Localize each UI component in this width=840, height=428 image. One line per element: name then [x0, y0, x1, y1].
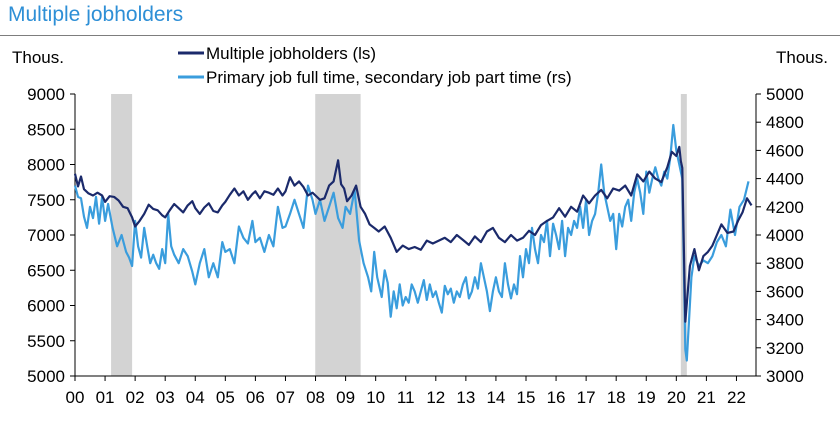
- x-tick-label: 02: [126, 388, 145, 407]
- series-group: [73, 123, 753, 362]
- x-tick-label: 00: [66, 388, 85, 407]
- x-tick-label: 07: [276, 388, 295, 407]
- x-tick-label: 13: [456, 388, 475, 407]
- right-tick-label: 3600: [766, 282, 804, 301]
- right-tick-label: 5000: [766, 85, 804, 104]
- recession-band-1: [315, 94, 361, 376]
- x-tick-label: 04: [186, 388, 205, 407]
- title-divider: [0, 35, 840, 36]
- right-tick-label: 4600: [766, 141, 804, 160]
- legend-label-primary-full-secondary-part: Primary job full time, secondary job par…: [206, 68, 572, 87]
- left-tick-label: 6000: [27, 297, 65, 316]
- left-tick-label: 5000: [27, 367, 65, 386]
- x-tick-label: 19: [637, 388, 656, 407]
- series-line-primary-full-secondary-part: [73, 123, 750, 362]
- right-axis-unit-label: Thous.: [776, 48, 828, 67]
- left-tick-label: 8000: [27, 156, 65, 175]
- x-tick-label: 20: [667, 388, 686, 407]
- left-axis-unit-label: Thous.: [12, 48, 64, 67]
- right-tick-label: 3000: [766, 367, 804, 386]
- left-tick-label: 8500: [27, 120, 65, 139]
- left-tick-label: 6500: [27, 261, 65, 280]
- x-tick-label: 15: [517, 388, 536, 407]
- x-tick-label: 09: [336, 388, 355, 407]
- x-tick-label: 06: [246, 388, 265, 407]
- x-tick-label: 01: [96, 388, 115, 407]
- right-tick-label: 4200: [766, 198, 804, 217]
- x-tick-label: 16: [547, 388, 566, 407]
- legend-label-multiple-jobholders: Multiple jobholders (ls): [206, 44, 376, 63]
- x-tick-label: 14: [486, 388, 505, 407]
- right-tick-label: 4800: [766, 113, 804, 132]
- series-line-multiple-jobholders: [73, 145, 753, 323]
- x-tick-label: 10: [366, 388, 385, 407]
- right-tick-label: 3800: [766, 254, 804, 273]
- x-tick-label: 03: [156, 388, 175, 407]
- x-tick-label: 17: [577, 388, 596, 407]
- right-tick-label: 4000: [766, 226, 804, 245]
- x-tick-label: 22: [727, 388, 746, 407]
- recession-shading-group: [111, 94, 687, 376]
- x-tick-label: 21: [697, 388, 716, 407]
- axes-group: 5000 5500 6000 6500 7000 7500 8000 8500 9000 3000…: [27, 85, 804, 407]
- legend: Multiple jobholders (ls) Primary job ful…: [178, 44, 572, 87]
- x-tick-label: 18: [607, 388, 626, 407]
- x-tick-label: 05: [216, 388, 235, 407]
- x-tick-label: 11: [397, 388, 415, 407]
- chart-title: Multiple jobholders: [8, 3, 184, 26]
- left-tick-label: 7000: [27, 226, 65, 245]
- left-tick-label: 9000: [27, 85, 65, 104]
- x-tick-label: 12: [426, 388, 445, 407]
- right-tick-label: 3400: [766, 311, 804, 330]
- left-tick-label: 5500: [27, 332, 65, 351]
- x-tick-label: 08: [306, 388, 325, 407]
- right-tick-label: 3200: [766, 339, 804, 358]
- left-tick-label: 7500: [27, 191, 65, 210]
- right-tick-label: 4400: [766, 170, 804, 189]
